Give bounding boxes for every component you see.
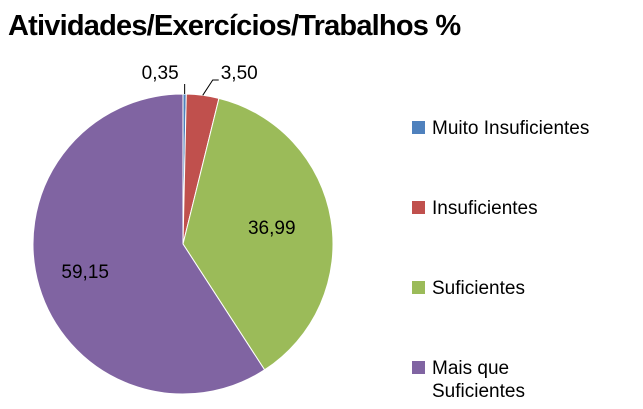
legend-swatch <box>412 201 425 214</box>
legend-label: Mais que Suficientes <box>432 358 525 402</box>
legend-label: Suficientes <box>432 278 525 299</box>
legend-swatch <box>412 121 425 134</box>
chart-title: Atividades/Exercícios/Trabalhos % <box>8 10 461 42</box>
legend-label: Muito Insuficientes <box>432 118 590 139</box>
leader-line <box>202 79 219 96</box>
legend-item: Muito Insuficientes <box>412 117 598 140</box>
pie-slice <box>182 97 334 371</box>
pie-slice <box>32 93 266 395</box>
data-label: 59,15 <box>61 262 109 283</box>
legend-label: Insuficientes <box>432 198 538 219</box>
data-label: 0,35 <box>142 63 179 84</box>
legend-item: Mais que Suficientes <box>412 357 598 403</box>
legend-swatch <box>412 281 425 294</box>
legend-item: Insuficientes <box>412 197 598 220</box>
legend-item: Suficientes <box>412 277 598 300</box>
data-label: 3,50 <box>221 63 258 84</box>
legend-swatch <box>412 361 425 374</box>
data-label: 36,99 <box>248 218 296 239</box>
